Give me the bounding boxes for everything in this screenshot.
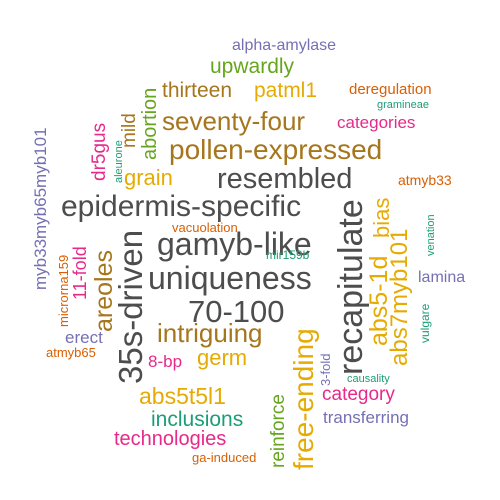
- word-transferring: transferring: [323, 408, 409, 427]
- word-seventy-four: seventy-four: [162, 106, 306, 136]
- word-intriguing: intriguing: [157, 318, 263, 348]
- word-abs5t5l1: abs5t5l1: [139, 383, 226, 409]
- word-free-ending: free-ending: [288, 328, 319, 470]
- word-microrna159: microrna159: [56, 254, 71, 327]
- word-35s-driven: 35s-driven: [112, 229, 149, 384]
- word-11-fold: 11-fold: [70, 246, 90, 300]
- word-grain: grain: [124, 165, 173, 190]
- word-technologies: technologies: [114, 428, 227, 450]
- word-resembled: resembled: [217, 163, 353, 195]
- word-thirteen: thirteen: [162, 79, 233, 102]
- word-causality: causality: [347, 373, 390, 385]
- word-inclusions: inclusions: [151, 408, 244, 431]
- word-upwardly: upwardly: [210, 55, 295, 78]
- word-venation: venation: [425, 214, 437, 256]
- word-uniqueness: uniqueness: [148, 260, 312, 296]
- word-erect: erect: [65, 328, 103, 347]
- word-patml1: patml1: [254, 79, 318, 102]
- word-category: category: [322, 384, 395, 405]
- word-abortion: abortion: [139, 87, 161, 160]
- word-mir159b: mir159b: [266, 248, 310, 262]
- word-8-bp: 8-bp: [148, 352, 183, 371]
- word-mild: mild: [119, 113, 140, 148]
- word-dr5gus: dr5gus: [89, 122, 110, 181]
- word-germ: germ: [197, 345, 248, 370]
- word-reinforce: reinforce: [268, 394, 289, 468]
- word-epidermis-specific: epidermis-specific: [61, 190, 302, 223]
- word-deregulation: deregulation: [349, 81, 432, 98]
- word-ga-induced: ga-induced: [192, 450, 257, 465]
- word-alpha-amylase: alpha-amylase: [232, 37, 337, 54]
- word-lamina: lamina: [418, 269, 466, 286]
- word-categories: categories: [337, 113, 416, 132]
- word-70-100: 70-100: [188, 294, 285, 329]
- word-abs7myb101: abs7myb101: [386, 228, 413, 366]
- word-vacuolation: vacuolation: [172, 220, 238, 235]
- word-vulgare: vulgare: [418, 303, 432, 343]
- word-atmyb65: atmyb65: [46, 345, 96, 360]
- word-gamyb-like: gamyb-like: [157, 226, 312, 262]
- word-gramineae: gramineae: [377, 99, 429, 111]
- word-pollen-expressed: pollen-expressed: [169, 134, 383, 165]
- word-atmyb33: atmyb33: [398, 172, 452, 188]
- word-myb33myb65myb101: myb33myb65myb101: [31, 127, 50, 290]
- word-3-fold: 3-fold: [318, 353, 333, 386]
- word-recapitulate: recapitulate: [332, 199, 370, 375]
